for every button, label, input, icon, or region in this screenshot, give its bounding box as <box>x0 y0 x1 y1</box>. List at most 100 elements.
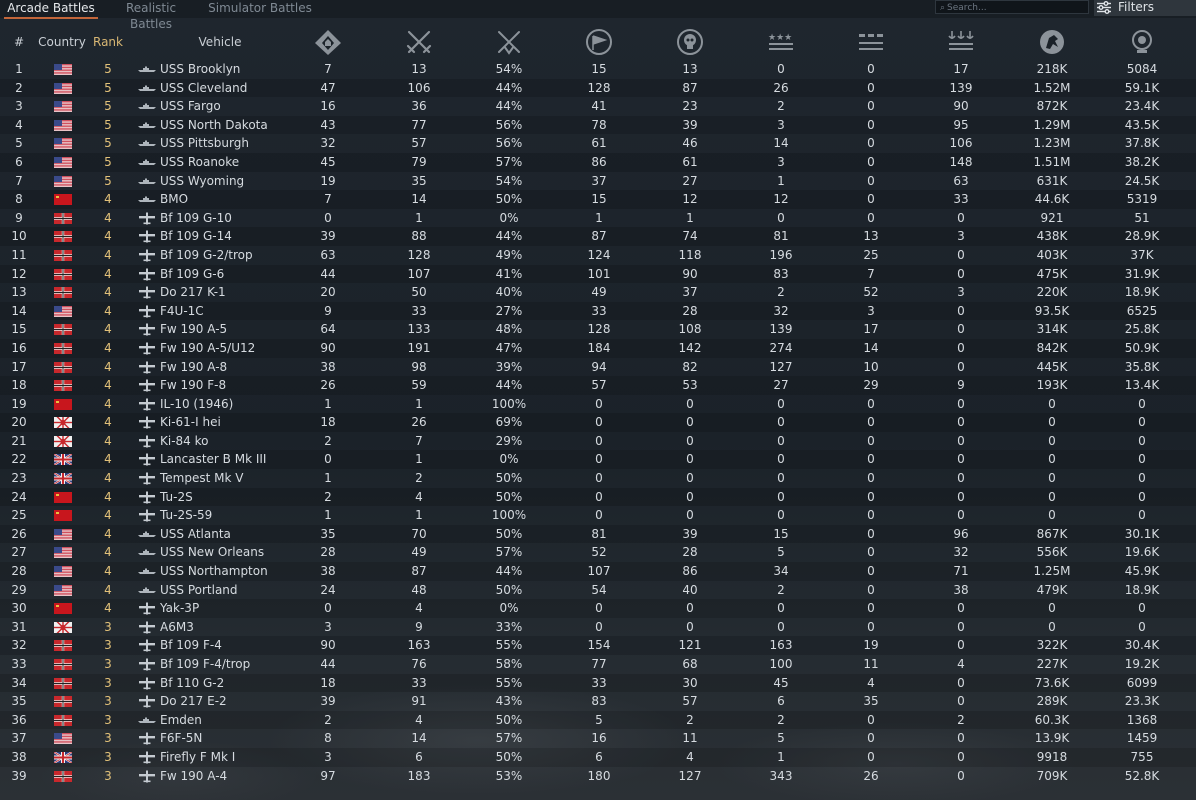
stat-victories: 133 <box>407 322 431 337</box>
table-row[interactable]: 5 5 USS Pittsburgh 32 57 56% 61 46 14 0 106 1.23M 37… <box>0 134 1196 153</box>
table-row[interactable]: 31 3 A6M3 3 9 33% 0 0 0 0 0 0 0 <box>0 618 1196 637</box>
tab-simulator-battles[interactable]: Simulator Battles <box>208 1 312 15</box>
table-row[interactable]: 28 4 USS Northampton 38 87 44% 107 86 34 0 71 1.25M… <box>0 562 1196 581</box>
col-header-country-label: Country <box>38 35 86 49</box>
table-row[interactable]: 18 4 Fw 190 F-8 26 59 44% 57 53 27 29 9 193K 13.4K <box>0 376 1196 395</box>
stat-research-points: 709K <box>1036 768 1068 783</box>
stat-victories: 70 <box>411 526 427 541</box>
table-row[interactable]: 19 4 IL-10 (1946) 1 1 100% 0 0 0 0 0 0 0 <box>0 395 1196 414</box>
stat-victories: 7 <box>415 433 423 448</box>
row-rank: 3 <box>104 712 112 727</box>
table-row[interactable]: 2 5 USS Cleveland 47 106 44% 128 87 26 0 139 1.52M 5… <box>0 78 1196 98</box>
stat-silver-lions: 13.4K <box>1124 378 1160 393</box>
tab-realistic-battles[interactable]: Realistic Battles <box>125 1 177 31</box>
deaths-icon[interactable] <box>675 28 705 56</box>
row-rank: 4 <box>104 340 112 355</box>
col-header-country[interactable]: Country <box>38 26 86 58</box>
table-row[interactable]: 7 5 USS Wyoming 19 35 54% 37 27 1 0 63 631K 24.5K <box>0 172 1196 191</box>
table-row[interactable]: 3 5 USS Fargo 16 36 44% 41 23 2 0 90 872K 23.4K <box>0 97 1196 116</box>
stat-silver-lions: 0 <box>1138 508 1146 523</box>
table-row[interactable]: 10 4 Bf 109 G-14 39 88 44% 87 74 81 13 3 438K 28.9K <box>0 227 1196 246</box>
stat-deaths: 39 <box>682 526 698 541</box>
table-row[interactable]: 17 4 Fw 190 A-8 38 98 39% 94 82 127 10 0 445K 35.8K <box>0 358 1196 377</box>
table-row[interactable]: 9 4 Bf 109 G-10 0 1 0% 1 1 0 0 0 921 51 <box>0 209 1196 228</box>
col-header-rank[interactable]: Rank <box>90 26 126 58</box>
stat-deaths: 74 <box>682 229 698 244</box>
table-row[interactable]: 38 3 Firefly F Mk I 3 6 50% 6 4 1 0 0 9918 755 <box>0 747 1196 767</box>
stat-victories: 1 <box>415 396 423 411</box>
respawns-icon[interactable] <box>584 28 614 56</box>
stat-research-points: 867K <box>1036 526 1068 541</box>
stat-ground-kills: 17 <box>863 322 879 337</box>
table-row[interactable]: 27 4 USS New Orleans 28 49 57% 52 28 5 0 32 556K 19.… <box>0 543 1196 562</box>
table-row[interactable]: 25 4 Tu-2S-59 1 1 100% 0 0 0 0 0 0 0 <box>0 506 1196 525</box>
table-row[interactable]: 6 5 USS Roanoke 45 79 57% 86 61 3 0 148 1.51M 38.2K <box>0 152 1196 172</box>
plane-icon <box>139 621 155 634</box>
ship-icon <box>138 140 156 147</box>
stat-naval-kills: 33 <box>953 192 969 207</box>
stat-ground-kills: 0 <box>867 415 875 430</box>
silver-lions-icon[interactable] <box>1127 28 1157 56</box>
win-rate-icon[interactable] <box>494 28 524 56</box>
stat-battles: 9 <box>324 303 332 318</box>
row-rank: 3 <box>104 619 112 634</box>
table-row[interactable]: 12 4 Bf 109 G-6 44 107 41% 101 90 83 7 0 475K 31.9K <box>0 264 1196 284</box>
stat-respawns: 83 <box>591 694 607 709</box>
search-input[interactable]: ⌕ Search... <box>935 0 1089 14</box>
tab-arcade-battles[interactable]: Arcade Battles <box>4 0 98 19</box>
table-row[interactable]: 8 4 BMO 7 14 50% 15 12 12 0 33 44.6K 5319 <box>0 190 1196 209</box>
table-row[interactable]: 21 4 Ki-84 ko 2 7 29% 0 0 0 0 0 0 0 <box>0 432 1196 451</box>
table-row[interactable]: 20 4 Ki-61-I hei 18 26 69% 0 0 0 0 0 0 0 <box>0 413 1196 432</box>
flag-japan-icon <box>54 621 72 633</box>
stat-research-points: 227K <box>1036 657 1068 671</box>
stat-ground-kills: 0 <box>867 192 875 207</box>
stat-deaths: 0 <box>686 471 694 486</box>
ground-kills-icon[interactable] <box>856 28 886 56</box>
stat-victories: 59 <box>411 378 427 393</box>
table-row[interactable]: 37 3 F6F-5N 8 14 57% 16 11 5 0 0 13.9K 1459 <box>0 729 1196 748</box>
stat-air-kills: 0 <box>777 601 785 616</box>
table-row[interactable]: 16 4 Fw 190 A-5/U12 90 191 47% 184 142 274 14 0 842… <box>0 338 1196 358</box>
flag-usa-icon <box>54 584 72 596</box>
table-row[interactable]: 22 4 Lancaster B Mk III 0 1 0% 0 0 0 0 0 0 0 <box>0 450 1196 470</box>
stat-air-kills: 163 <box>769 638 793 653</box>
table-row[interactable]: 11 4 Bf 109 G-2/trop 63 128 49% 124 118 196 25 0 40… <box>0 246 1196 265</box>
stat-silver-lions: 38.2K <box>1124 154 1160 169</box>
table-row[interactable]: 24 4 Tu-2S 2 4 50% 0 0 0 0 0 0 0 <box>0 487 1196 507</box>
table-row[interactable]: 34 3 Bf 110 G-2 18 33 55% 33 30 45 4 0 73.6K 6099 <box>0 673 1196 693</box>
table-row[interactable]: 35 3 Do 217 E-2 39 91 43% 83 57 6 35 0 289K 23.3K <box>0 692 1196 711</box>
stat-respawns: 16 <box>591 731 607 746</box>
table-row[interactable]: 23 4 Tempest Mk V 1 2 50% 0 0 0 0 0 0 0 <box>0 469 1196 488</box>
stat-air-kills: 0 <box>777 508 785 523</box>
col-header-number[interactable]: # <box>8 26 30 58</box>
filters-button[interactable]: Filters <box>1094 0 1196 16</box>
plane-icon <box>139 435 155 448</box>
table-row[interactable]: 39 3 Fw 190 A-4 97 183 53% 180 127 343 26 0 709K 52.… <box>0 767 1196 786</box>
table-row[interactable]: 26 4 USS Atlanta 35 70 50% 81 39 15 0 96 867K 30.1K <box>0 524 1196 544</box>
stat-research-points: 314K <box>1036 322 1068 337</box>
plane-icon <box>139 268 155 281</box>
table-row[interactable]: 32 3 Bf 109 F-4 90 163 55% 154 121 163 19 0 322K 30.… <box>0 636 1196 655</box>
table-row[interactable]: 14 4 F4U-1C 9 33 27% 33 28 32 3 0 93.5K 6525 <box>0 301 1196 321</box>
table-row[interactable]: 4 5 USS North Dakota 43 77 56% 78 39 3 0 95 1.29M 43… <box>0 115 1196 135</box>
table-row[interactable]: 29 4 USS Portland 24 48 50% 54 40 2 0 38 479K 18.9K <box>0 581 1196 600</box>
table-row[interactable]: 30 4 Yak-3P 0 4 0% 0 0 0 0 0 0 0 <box>0 599 1196 618</box>
research-points-icon[interactable] <box>1037 28 1067 56</box>
row-rank: 4 <box>104 489 112 504</box>
col-header-vehicle[interactable]: Vehicle <box>190 26 250 58</box>
row-rank: 4 <box>104 396 112 411</box>
naval-kills-icon[interactable] <box>946 28 976 56</box>
row-number: 10 <box>11 229 27 244</box>
stat-research-points: 872K <box>1036 99 1068 114</box>
victories-icon[interactable] <box>404 28 434 56</box>
table-row[interactable]: 15 4 Fw 190 A-5 64 133 48% 128 108 139 17 0 314K 25.… <box>0 320 1196 339</box>
table-row[interactable]: 1 5 USS Brooklyn 7 13 54% 15 13 0 0 17 218K 5084 <box>0 60 1196 79</box>
stat-win-rate: 57% <box>495 545 523 560</box>
battles-icon[interactable] <box>313 28 343 56</box>
table-row[interactable]: 13 4 Do 217 K-1 20 50 40% 49 37 2 52 3 220K 18.9K <box>0 283 1196 302</box>
table-row[interactable]: 36 3 Emden 2 4 50% 5 2 2 0 2 60.3K 1368 <box>0 710 1196 730</box>
air-kills-icon[interactable]: ★★★ <box>766 28 796 56</box>
table-row[interactable]: 33 3 Bf 109 F-4/trop 44 76 58% 77 68 100 11 4 227K 1… <box>0 655 1196 674</box>
stat-silver-lions: 0 <box>1138 415 1146 430</box>
stat-air-kills: 34 <box>773 564 789 579</box>
